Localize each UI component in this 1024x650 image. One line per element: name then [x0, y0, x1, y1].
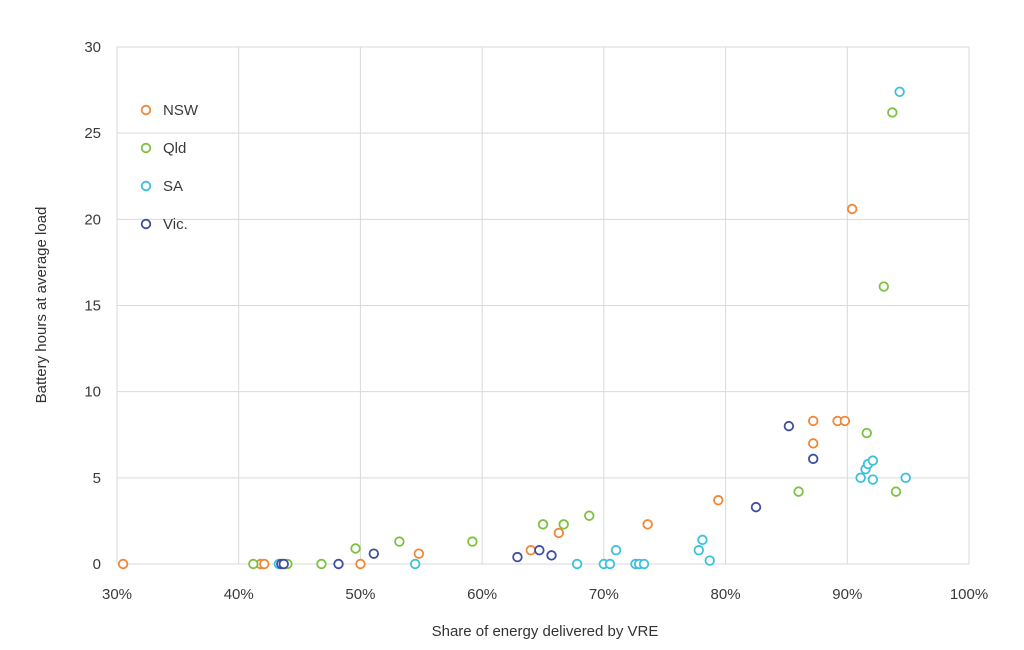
legend: NSW Qld SA Vic.: [140, 102, 199, 233]
data-point-vic: [783, 420, 795, 432]
x-tick-label: 80%: [711, 586, 741, 603]
x-tick-label: 40%: [224, 586, 254, 603]
x-tick-label: 30%: [102, 586, 132, 603]
data-point-sa: [855, 472, 866, 484]
data-point-nsw: [839, 415, 851, 427]
data-point-vic: [368, 548, 380, 559]
data-point-nsw: [553, 527, 565, 539]
data-point-sa: [867, 474, 879, 485]
y-tick-label: 25: [84, 125, 101, 142]
data-point-vic: [750, 501, 762, 513]
legend-label-nsw: NSW: [163, 102, 199, 119]
legend-label-sa: SA: [163, 178, 183, 195]
data-point-qld: [537, 519, 549, 530]
legend-item-qld: Qld: [140, 140, 186, 157]
data-point-nsw: [808, 415, 819, 427]
data-point-nsw: [355, 558, 366, 570]
data-point-sa: [697, 534, 708, 546]
data-point-nsw: [713, 495, 724, 506]
y-axis-label: Battery hours at average load: [33, 207, 50, 404]
legend-item-nsw: NSW: [140, 102, 199, 119]
data-point-sa: [571, 558, 583, 570]
y-axis-ticks: 0 5 10 15 20 25 30: [84, 39, 101, 573]
data-point-nsw: [846, 203, 858, 215]
data-point-nsw: [117, 558, 129, 570]
series-nsw: [117, 203, 858, 570]
data-points: [117, 86, 911, 570]
x-tick-label: 70%: [589, 586, 619, 603]
legend-label-vic: Vic.: [163, 216, 188, 233]
data-point-nsw: [525, 545, 537, 556]
data-point-nsw: [413, 548, 425, 559]
series-vic: [276, 420, 819, 570]
data-point-sa: [704, 555, 715, 566]
data-point-sa: [410, 558, 421, 570]
data-point-qld: [248, 558, 259, 570]
data-point-qld: [887, 107, 898, 118]
data-point-nsw: [808, 438, 819, 449]
series-sa: [273, 86, 911, 570]
data-point-vic: [512, 551, 523, 563]
data-point-qld: [350, 543, 361, 554]
data-point-qld: [316, 558, 327, 570]
y-tick-label: 5: [93, 470, 101, 487]
y-tick-label: 10: [84, 384, 101, 401]
x-tick-label: 90%: [832, 586, 862, 603]
series-qld: [248, 107, 902, 570]
y-tick-label: 15: [84, 298, 101, 315]
legend-marker-nsw: [140, 104, 152, 116]
y-tick-label: 0: [93, 556, 101, 573]
legend-item-sa: SA: [140, 178, 183, 195]
x-axis-label: Share of energy delivered by VRE: [432, 623, 659, 640]
data-point-qld: [878, 281, 890, 292]
data-point-nsw: [259, 558, 270, 570]
data-point-sa: [638, 558, 650, 570]
x-tick-label: 100%: [950, 586, 988, 603]
y-tick-label: 30: [84, 39, 101, 56]
data-point-sa: [604, 558, 616, 570]
data-point-qld: [861, 427, 872, 439]
data-point-qld: [584, 510, 595, 521]
legend-item-vic: Vic.: [140, 216, 188, 233]
x-axis-ticks: 30% 40% 50% 60% 70% 80% 90% 100%: [102, 586, 988, 603]
data-point-sa: [894, 86, 905, 98]
data-point-vic: [333, 558, 344, 570]
data-point-vic: [534, 545, 545, 556]
data-point-sa: [693, 545, 704, 556]
data-point-sa: [867, 455, 879, 466]
x-tick-label: 60%: [467, 586, 497, 603]
data-point-qld: [793, 486, 804, 497]
y-tick-label: 20: [84, 211, 101, 228]
data-point-qld: [394, 536, 405, 547]
x-tick-label: 50%: [345, 586, 375, 603]
data-point-qld: [890, 486, 902, 497]
legend-marker-qld: [140, 142, 152, 154]
data-point-vic: [546, 550, 557, 561]
legend-label-qld: Qld: [163, 140, 186, 157]
data-point-qld: [467, 536, 478, 547]
grid-lines: [116, 46, 970, 565]
legend-marker-vic: [140, 218, 152, 230]
data-point-sa: [900, 472, 911, 484]
legend-marker-sa: [140, 180, 152, 192]
data-point-vic: [808, 453, 819, 465]
data-point-sa: [610, 545, 622, 556]
data-point-qld: [558, 519, 569, 530]
data-point-nsw: [642, 519, 653, 530]
data-point-vic: [278, 558, 289, 570]
